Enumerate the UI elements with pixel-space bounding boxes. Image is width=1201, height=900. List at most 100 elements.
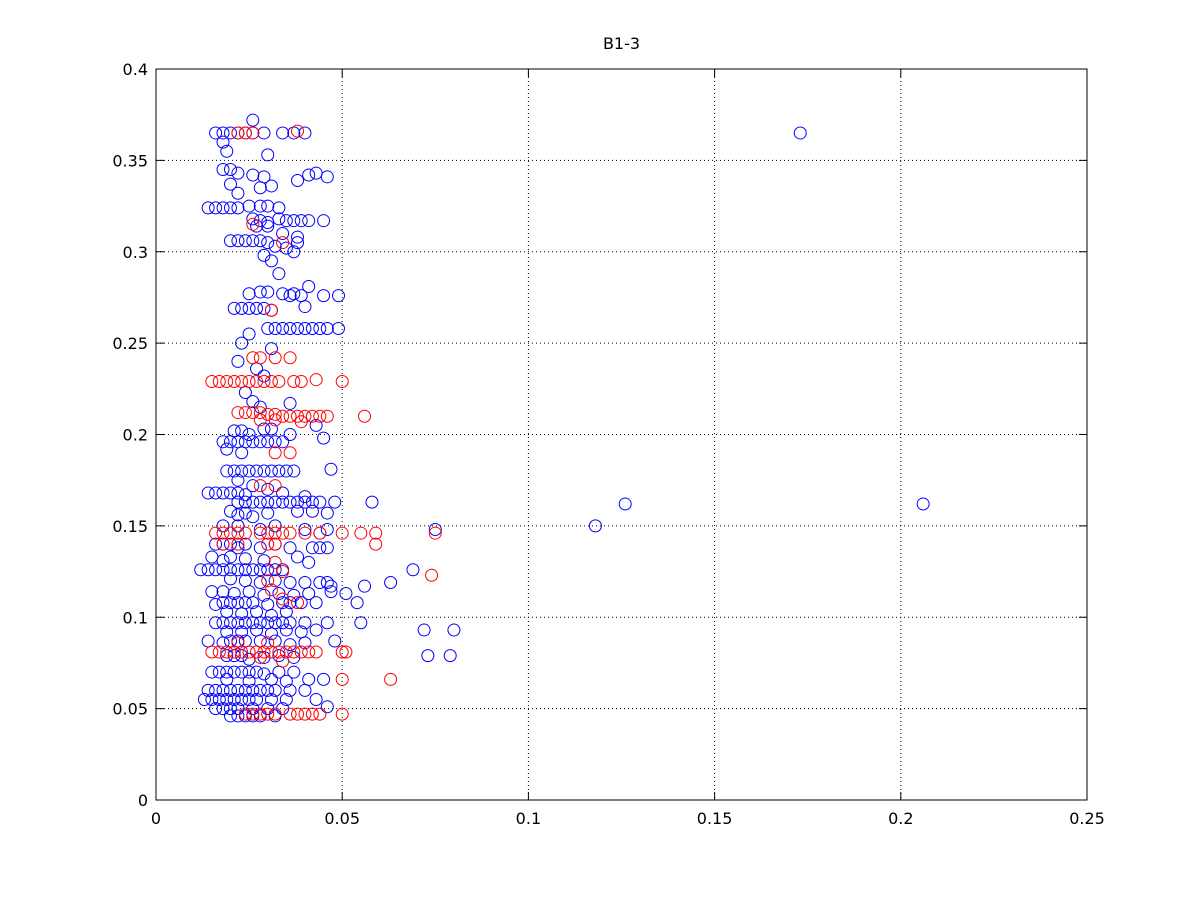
x-tick-label: 0.15 <box>697 809 733 828</box>
data-point <box>227 586 241 600</box>
data-point <box>212 665 226 679</box>
data-point <box>201 683 215 697</box>
data-point <box>331 322 345 336</box>
data-point <box>238 683 252 697</box>
data-point <box>313 495 327 509</box>
data-point <box>216 537 230 551</box>
data-point <box>425 568 439 582</box>
data-point <box>268 683 282 697</box>
data-point <box>264 692 278 706</box>
data-point <box>253 479 267 493</box>
data-point <box>261 285 275 299</box>
data-point <box>261 683 275 697</box>
data-point <box>324 579 338 593</box>
data-point <box>220 645 234 659</box>
data-point <box>231 473 245 487</box>
data-point <box>216 702 230 716</box>
data-point <box>354 526 368 540</box>
data-point <box>242 692 256 706</box>
data-point <box>268 351 282 365</box>
data-point <box>205 585 219 599</box>
data-point <box>298 683 312 697</box>
data-point <box>313 541 327 555</box>
data-point <box>253 435 267 449</box>
data-point <box>246 168 260 182</box>
data-point <box>320 541 334 555</box>
data-point <box>268 574 282 588</box>
data-point <box>268 519 282 533</box>
data-point <box>287 375 301 389</box>
data-point <box>276 565 290 579</box>
data-point <box>268 563 282 577</box>
data-point <box>268 322 282 336</box>
data-point <box>223 572 237 586</box>
x-axis-tick-labels: 0 0.05 0.1 0.15 0.2 0.25 <box>151 809 1105 828</box>
data-point <box>320 523 334 537</box>
data-point <box>291 707 305 721</box>
data-point <box>276 654 290 668</box>
data-point <box>216 126 230 140</box>
data-point <box>291 230 305 244</box>
data-point <box>283 322 297 336</box>
data-point <box>246 479 260 493</box>
data-point <box>320 170 334 184</box>
data-point <box>428 523 442 537</box>
data-point <box>618 497 632 511</box>
series-1-points <box>205 124 442 721</box>
data-point <box>261 322 275 336</box>
data-point <box>223 526 237 540</box>
data-point <box>279 464 293 478</box>
data-point <box>276 287 290 301</box>
data-point <box>313 409 327 423</box>
data-point <box>294 375 308 389</box>
data-point <box>287 645 301 659</box>
data-point <box>272 212 286 226</box>
data-point <box>268 495 282 509</box>
data-point <box>279 645 293 659</box>
data-point <box>209 563 223 577</box>
data-point <box>276 226 290 240</box>
data-point <box>283 596 297 610</box>
data-point <box>358 409 372 423</box>
series-0-points <box>194 113 930 723</box>
y-tick-label: 0.05 <box>112 700 148 719</box>
data-point <box>369 537 383 551</box>
data-point <box>283 616 297 630</box>
data-point <box>227 375 241 389</box>
data-point <box>235 692 249 706</box>
data-point <box>246 707 260 721</box>
data-point <box>291 173 305 187</box>
data-point <box>276 409 290 423</box>
data-point <box>235 607 249 621</box>
data-point <box>283 576 297 590</box>
data-point <box>216 526 230 540</box>
data-point <box>220 692 234 706</box>
data-point <box>261 148 275 162</box>
data-point <box>220 665 234 679</box>
data-point <box>320 700 334 714</box>
data-point <box>264 254 278 268</box>
data-point <box>201 486 215 500</box>
data-point <box>335 707 349 721</box>
data-point <box>227 649 241 663</box>
data-point <box>305 504 319 518</box>
data-point <box>216 163 230 177</box>
data-point <box>291 124 305 138</box>
data-point <box>205 692 219 706</box>
data-point <box>250 301 264 315</box>
y-tick-label: 0.25 <box>112 334 148 353</box>
data-point <box>227 665 241 679</box>
data-point <box>261 482 275 496</box>
data-point <box>294 645 308 659</box>
y-tick-label: 0.35 <box>112 151 148 170</box>
data-point <box>317 214 331 228</box>
data-point <box>335 375 349 389</box>
data-point <box>261 506 275 520</box>
data-point <box>242 464 256 478</box>
data-point <box>246 234 260 248</box>
data-point <box>238 495 252 509</box>
data-point <box>253 526 267 540</box>
data-point <box>283 541 297 555</box>
data-point <box>276 435 290 449</box>
